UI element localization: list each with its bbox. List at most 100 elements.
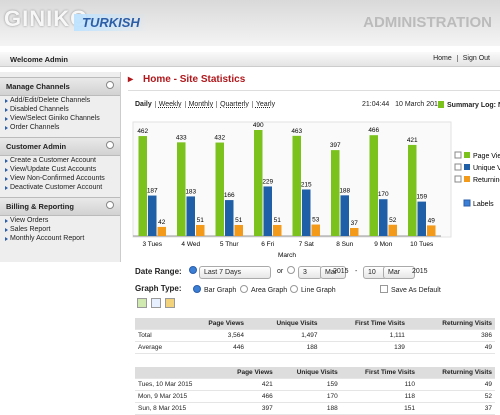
legend-label: Page Views xyxy=(473,153,500,160)
page-heading: ▸ Home - Site Statistics xyxy=(128,74,500,91)
graph-option[interactable]: Bar Graph xyxy=(204,287,237,294)
bar xyxy=(215,142,224,236)
data-label: 51 xyxy=(235,217,243,224)
bar xyxy=(427,225,436,236)
graph-option[interactable]: Area Graph xyxy=(251,287,288,294)
menu-link[interactable]: View/Update Cust Accounts xyxy=(0,165,120,174)
header-cell: First Time Visits xyxy=(340,367,419,379)
logo[interactable]: GINIKO xyxy=(4,6,89,31)
bar xyxy=(273,224,282,236)
date: 10 March 2015 xyxy=(395,101,442,108)
data-label: 42 xyxy=(158,219,166,226)
menu-link[interactable]: View/Select Giniko Channels xyxy=(0,114,120,123)
period-tab[interactable]: Monthly xyxy=(184,101,217,108)
data-label: 215 xyxy=(301,181,312,188)
bar-chart: 462 187 42 3 Tues 433 183 51 4 Wed 432 166 51 5 Thu… xyxy=(132,121,500,259)
menu-link[interactable]: Deactivate Customer Account xyxy=(0,183,120,192)
bar xyxy=(292,135,301,236)
data-label: 51 xyxy=(274,217,282,224)
menu-link[interactable]: Sales Report xyxy=(0,225,120,234)
to-year[interactable]: 2015 xyxy=(412,268,428,275)
menu-link[interactable]: Disabled Channels xyxy=(0,105,120,114)
labels-checkbox[interactable] xyxy=(463,199,471,207)
save-default[interactable]: Save As Default xyxy=(391,287,441,294)
period-tab[interactable]: Quarterly xyxy=(216,101,252,108)
bar xyxy=(369,135,378,236)
top-links: Home Sign Out xyxy=(433,55,490,62)
legend-label: Unique Visits xyxy=(473,165,500,172)
preset-select[interactable]: Last 7 Days xyxy=(199,266,271,279)
legend-swatch xyxy=(464,164,470,170)
cell: Total xyxy=(135,329,182,342)
cell: 1,497 xyxy=(247,329,321,342)
bar xyxy=(177,142,186,236)
menu-link[interactable]: View Orders xyxy=(0,216,120,225)
bar xyxy=(263,186,272,236)
section-header[interactable]: Billing & Reporting xyxy=(0,197,120,216)
graph-option[interactable]: Line Graph xyxy=(301,287,336,294)
data-label: 490 xyxy=(253,122,264,129)
export-icon[interactable] xyxy=(137,298,147,308)
menu-link[interactable]: View Non-Confirmed Accounts xyxy=(0,174,120,183)
section-header[interactable]: Manage Channels xyxy=(0,77,120,96)
x-tick-label: 5 Thur xyxy=(220,241,240,248)
legend-checkbox[interactable] xyxy=(454,151,462,159)
period-tab[interactable]: Weekly xyxy=(154,101,185,108)
cell: 421 xyxy=(218,378,276,391)
data-label: 53 xyxy=(312,217,320,224)
data-label: 49 xyxy=(428,217,436,224)
radio[interactable] xyxy=(287,266,295,274)
data-label: 229 xyxy=(262,178,273,185)
data-label: 397 xyxy=(330,142,341,149)
bar xyxy=(340,195,349,236)
cell: Mon, 9 Mar 2015 xyxy=(135,390,219,403)
top-bar: Welcome Admin Home Sign Out xyxy=(0,52,500,67)
menu-link[interactable]: Order Channels xyxy=(0,123,120,132)
bar xyxy=(388,224,397,236)
from-day[interactable]: 3 xyxy=(298,266,322,279)
x-axis-label: March xyxy=(278,252,296,259)
data-label: 188 xyxy=(339,187,350,194)
legend-checkbox[interactable] xyxy=(454,175,462,183)
radio[interactable] xyxy=(290,285,298,293)
bar xyxy=(157,226,166,236)
checkbox[interactable] xyxy=(380,285,388,293)
cell: 159 xyxy=(275,378,341,391)
header-cell: Returning Visits xyxy=(418,367,495,379)
bar xyxy=(234,224,243,236)
labels-option: Labels xyxy=(473,201,494,208)
bar xyxy=(138,136,147,236)
print-icon[interactable] xyxy=(165,298,175,308)
period-tab[interactable]: Yearly xyxy=(251,101,279,108)
link[interactable]: Home xyxy=(433,55,452,62)
to-month[interactable]: Mar xyxy=(383,266,415,279)
period-tab[interactable]: Daily xyxy=(135,101,152,108)
from-month[interactable]: Mar xyxy=(320,266,346,279)
legend-checkbox[interactable] xyxy=(454,163,462,171)
bar xyxy=(408,144,417,236)
menu-link[interactable]: Create a Customer Account xyxy=(0,156,120,165)
link[interactable]: Sign Out xyxy=(456,55,490,62)
menu-link[interactable]: Monthly Account Report xyxy=(0,234,120,243)
section-header[interactable]: Customer Admin xyxy=(0,137,120,156)
plot-background xyxy=(132,121,452,238)
header: GINIKO TURKISH ADMINISTRATION xyxy=(0,0,500,46)
cell: 170 xyxy=(275,390,341,403)
header-cell xyxy=(135,367,219,379)
bar xyxy=(311,224,320,236)
from-year[interactable]: 2015 xyxy=(333,268,349,275)
x-tick-label: 6 Fri xyxy=(261,241,274,248)
bar xyxy=(186,196,195,236)
summary-log[interactable]: Summary Log: N xyxy=(438,101,500,109)
cell: 1,111 xyxy=(320,329,408,342)
radio[interactable] xyxy=(240,285,248,293)
header-cell: Page Views xyxy=(181,318,248,330)
header-cell: Unique Visits xyxy=(275,367,341,379)
csv-icon[interactable] xyxy=(151,298,161,308)
row: Mon, 9 Mar 2015 466 170 118 52 xyxy=(135,390,495,403)
menu-link[interactable]: Add/Edit/Delete Channels xyxy=(0,96,120,105)
data-label: 463 xyxy=(291,128,302,135)
radio[interactable] xyxy=(189,266,197,274)
radio[interactable] xyxy=(193,285,201,293)
data-label: 462 xyxy=(137,128,148,135)
